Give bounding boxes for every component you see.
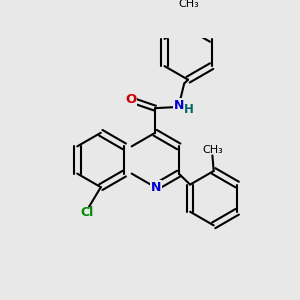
Text: H: H	[183, 103, 193, 116]
Text: N: N	[151, 181, 161, 194]
Text: Cl: Cl	[80, 206, 93, 219]
Text: O: O	[125, 93, 136, 106]
Text: CH₃: CH₃	[202, 145, 223, 155]
Text: N: N	[174, 99, 184, 112]
Text: CH₃: CH₃	[178, 0, 199, 9]
